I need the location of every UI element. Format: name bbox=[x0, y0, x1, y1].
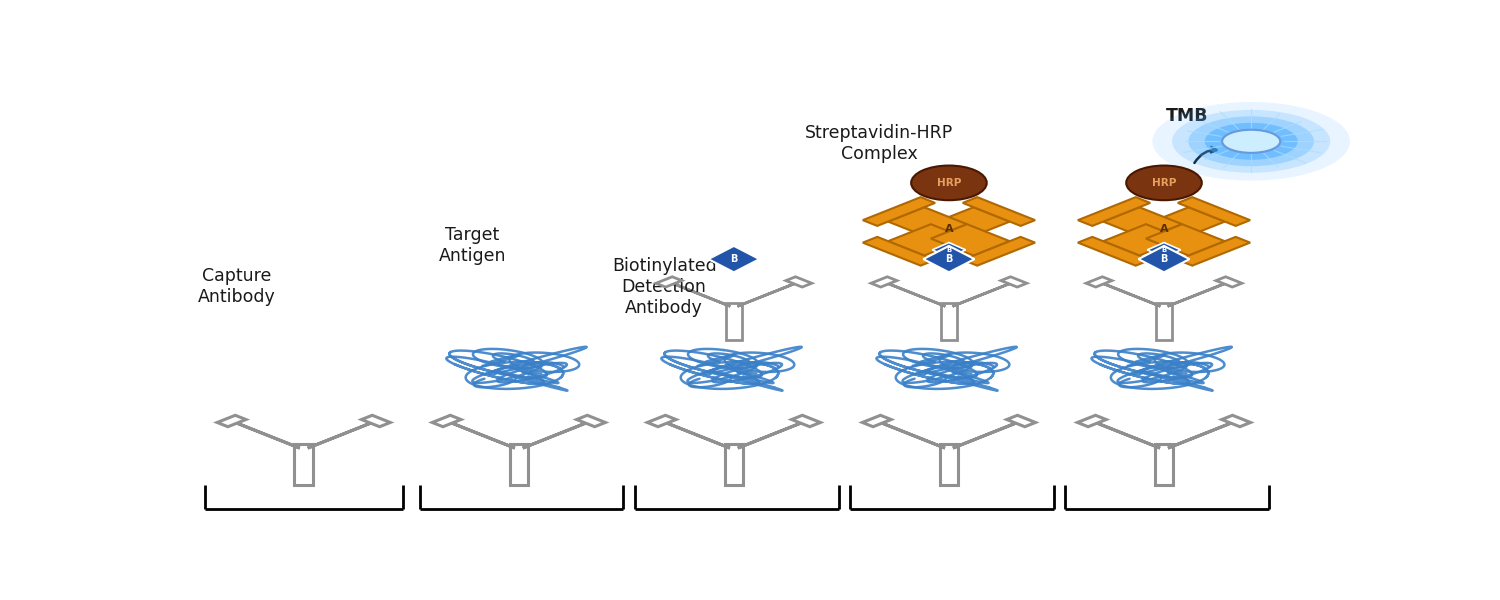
Polygon shape bbox=[294, 444, 314, 485]
Ellipse shape bbox=[1152, 102, 1350, 181]
Polygon shape bbox=[940, 302, 957, 340]
Polygon shape bbox=[656, 277, 682, 287]
Polygon shape bbox=[952, 421, 1022, 448]
Polygon shape bbox=[1178, 197, 1250, 226]
Polygon shape bbox=[939, 444, 958, 485]
Polygon shape bbox=[862, 415, 891, 427]
Polygon shape bbox=[1086, 277, 1112, 287]
Polygon shape bbox=[648, 415, 676, 427]
Polygon shape bbox=[1222, 415, 1251, 427]
Polygon shape bbox=[1155, 444, 1173, 485]
Polygon shape bbox=[1078, 197, 1150, 226]
Polygon shape bbox=[871, 277, 897, 287]
Text: Target
Antigen: Target Antigen bbox=[438, 226, 506, 265]
Polygon shape bbox=[1146, 207, 1226, 239]
Polygon shape bbox=[1077, 415, 1106, 427]
Polygon shape bbox=[724, 444, 742, 485]
Text: B: B bbox=[946, 247, 951, 253]
Text: Streptavidin-HRP
Complex: Streptavidin-HRP Complex bbox=[806, 124, 954, 163]
Polygon shape bbox=[1078, 237, 1150, 266]
Text: B: B bbox=[945, 254, 952, 264]
Polygon shape bbox=[932, 207, 1010, 239]
Polygon shape bbox=[669, 282, 730, 307]
Text: B: B bbox=[730, 254, 738, 264]
Polygon shape bbox=[726, 302, 742, 340]
Polygon shape bbox=[888, 207, 968, 239]
Text: A: A bbox=[1160, 224, 1168, 234]
Ellipse shape bbox=[1188, 116, 1314, 166]
Polygon shape bbox=[878, 421, 945, 448]
Polygon shape bbox=[1100, 282, 1161, 307]
Polygon shape bbox=[1138, 246, 1190, 272]
Ellipse shape bbox=[1204, 123, 1298, 160]
Polygon shape bbox=[952, 282, 1014, 307]
Polygon shape bbox=[862, 197, 934, 226]
Polygon shape bbox=[884, 282, 945, 307]
Text: B: B bbox=[1161, 247, 1167, 253]
Polygon shape bbox=[1092, 421, 1160, 448]
Polygon shape bbox=[1102, 224, 1182, 256]
Polygon shape bbox=[1146, 224, 1226, 256]
Polygon shape bbox=[217, 415, 246, 427]
Polygon shape bbox=[1168, 421, 1236, 448]
Polygon shape bbox=[932, 224, 1010, 256]
Text: HRP: HRP bbox=[936, 178, 962, 188]
Polygon shape bbox=[963, 197, 1035, 226]
Polygon shape bbox=[432, 415, 460, 427]
Polygon shape bbox=[510, 444, 528, 485]
Polygon shape bbox=[1167, 282, 1228, 307]
Polygon shape bbox=[576, 415, 606, 427]
Text: Biotinylated
Detection
Antibody: Biotinylated Detection Antibody bbox=[612, 257, 717, 317]
Polygon shape bbox=[862, 237, 934, 266]
Polygon shape bbox=[524, 421, 591, 448]
Polygon shape bbox=[231, 421, 300, 448]
Polygon shape bbox=[792, 415, 820, 427]
Polygon shape bbox=[932, 242, 966, 257]
Polygon shape bbox=[786, 277, 812, 287]
Ellipse shape bbox=[1172, 110, 1330, 173]
Polygon shape bbox=[1178, 237, 1250, 266]
Polygon shape bbox=[308, 421, 376, 448]
Text: TMB: TMB bbox=[1166, 107, 1209, 125]
Polygon shape bbox=[1000, 277, 1028, 287]
Text: A: A bbox=[945, 224, 954, 234]
Polygon shape bbox=[738, 421, 806, 448]
Text: B: B bbox=[1161, 254, 1167, 264]
Text: HRP: HRP bbox=[1152, 178, 1176, 188]
Polygon shape bbox=[662, 421, 730, 448]
Ellipse shape bbox=[910, 166, 987, 200]
Polygon shape bbox=[963, 237, 1035, 266]
Polygon shape bbox=[1155, 302, 1173, 340]
Polygon shape bbox=[708, 246, 759, 272]
Text: Capture
Antibody: Capture Antibody bbox=[198, 268, 274, 306]
Polygon shape bbox=[1216, 277, 1242, 287]
Ellipse shape bbox=[1126, 166, 1202, 200]
Polygon shape bbox=[924, 246, 975, 272]
Polygon shape bbox=[1148, 242, 1180, 257]
Polygon shape bbox=[1102, 207, 1182, 239]
Polygon shape bbox=[738, 282, 800, 307]
Polygon shape bbox=[447, 421, 514, 448]
Polygon shape bbox=[1007, 415, 1035, 427]
Ellipse shape bbox=[1222, 130, 1280, 153]
Polygon shape bbox=[362, 415, 390, 427]
Polygon shape bbox=[888, 224, 968, 256]
